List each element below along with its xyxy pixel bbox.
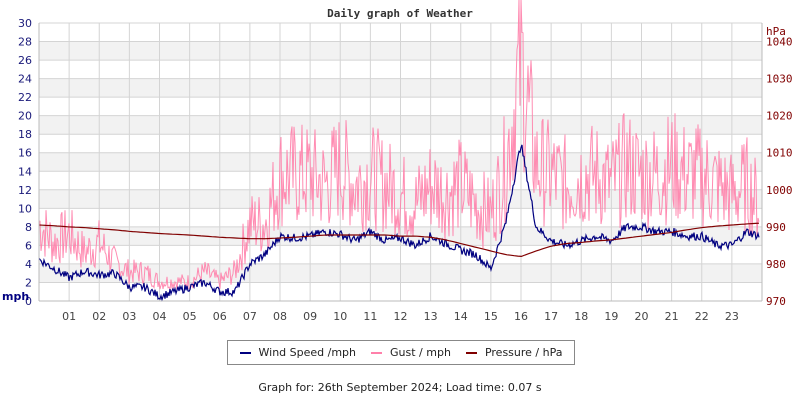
svg-text:12: 12: [18, 184, 32, 197]
axes: 0246810121416182022242628309709809901000…: [18, 17, 793, 323]
svg-text:970: 970: [766, 295, 786, 308]
weather-chart: Daily graph of Weather 02468101214161820…: [2, 0, 793, 323]
y-axis-label-left: mph: [2, 290, 29, 303]
legend-item-pressure: Pressure / hPa: [465, 346, 563, 359]
wind-speed-swatch-icon: [239, 351, 251, 354]
svg-text:22: 22: [695, 310, 709, 323]
svg-text:07: 07: [243, 310, 257, 323]
svg-text:19: 19: [604, 310, 618, 323]
grid-lines: [39, 22, 762, 302]
svg-text:04: 04: [153, 310, 167, 323]
svg-text:26: 26: [18, 54, 32, 67]
svg-text:16: 16: [18, 147, 32, 160]
svg-text:22: 22: [18, 91, 32, 104]
svg-text:18: 18: [574, 310, 588, 323]
svg-text:17: 17: [544, 310, 558, 323]
svg-text:11: 11: [363, 310, 377, 323]
svg-text:0: 0: [25, 295, 32, 308]
svg-text:4: 4: [25, 258, 32, 271]
y-axis-label-right: hPa: [766, 25, 786, 38]
svg-text:1010: 1010: [766, 147, 793, 160]
legend-label: Gust / mph: [390, 346, 451, 359]
data-series: [38, 0, 760, 302]
legend: Wind Speed /mph Gust / mph Pressure / hP…: [227, 340, 575, 365]
svg-text:980: 980: [766, 258, 786, 271]
svg-text:14: 14: [454, 310, 468, 323]
svg-text:14: 14: [18, 165, 32, 178]
svg-text:1040: 1040: [766, 36, 793, 49]
svg-text:03: 03: [122, 310, 136, 323]
svg-text:6: 6: [25, 239, 32, 252]
svg-text:24: 24: [18, 73, 32, 86]
svg-text:05: 05: [183, 310, 197, 323]
svg-text:1020: 1020: [766, 110, 793, 123]
svg-text:13: 13: [424, 310, 438, 323]
gust-swatch-icon: [371, 351, 383, 354]
footer-status: Graph for: 26th September 2024; Load tim…: [258, 381, 542, 394]
svg-text:18: 18: [18, 128, 32, 141]
svg-text:16: 16: [514, 310, 528, 323]
legend-label: Pressure / hPa: [484, 346, 563, 359]
svg-text:1000: 1000: [766, 184, 793, 197]
svg-text:23: 23: [725, 310, 739, 323]
svg-text:12: 12: [394, 310, 408, 323]
svg-text:02: 02: [92, 310, 106, 323]
svg-text:08: 08: [273, 310, 287, 323]
legend-label: Wind Speed /mph: [258, 346, 357, 359]
svg-text:10: 10: [333, 310, 347, 323]
svg-text:21: 21: [665, 310, 679, 323]
svg-text:1030: 1030: [766, 73, 793, 86]
svg-text:10: 10: [18, 202, 32, 215]
svg-text:28: 28: [18, 36, 32, 49]
svg-text:06: 06: [213, 310, 227, 323]
pressure-swatch-icon: [465, 351, 477, 354]
legend-item-gust: Gust / mph: [371, 346, 451, 359]
legend-item-wind-speed: Wind Speed /mph: [239, 346, 357, 359]
svg-text:2: 2: [25, 276, 32, 289]
svg-text:30: 30: [18, 17, 32, 30]
svg-text:990: 990: [766, 221, 786, 234]
svg-text:09: 09: [303, 310, 317, 323]
svg-text:01: 01: [62, 310, 76, 323]
svg-text:20: 20: [18, 110, 32, 123]
chart-title: Daily graph of Weather: [327, 7, 473, 20]
svg-text:15: 15: [484, 310, 498, 323]
svg-text:20: 20: [635, 310, 649, 323]
svg-text:8: 8: [25, 221, 32, 234]
